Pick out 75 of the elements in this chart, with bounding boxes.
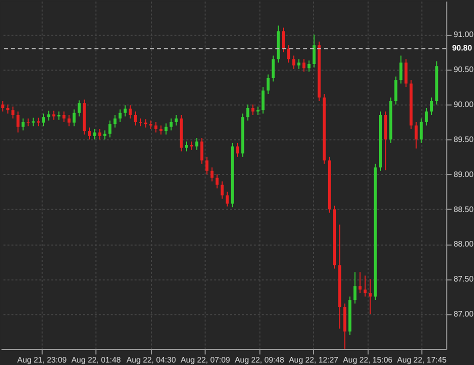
candlestick	[414, 121, 418, 150]
candlestick	[195, 138, 198, 150]
candlestick	[430, 97, 434, 116]
candlestick	[22, 118, 25, 131]
candlestick	[262, 86, 265, 114]
candlestick	[103, 130, 106, 140]
candlestick	[205, 156, 208, 175]
candlestick	[68, 114, 71, 127]
ref-line-label: 90.80	[452, 44, 473, 53]
candlestick	[11, 106, 14, 119]
candlestick	[88, 127, 91, 140]
x-tick-label: Aug 21, 23:09	[17, 355, 68, 364]
candlestick	[394, 76, 398, 106]
y-tick-label: 89.00	[454, 170, 474, 179]
candlestick	[134, 110, 137, 126]
candlestick	[302, 58, 306, 72]
y-tick-label: 89.50	[454, 134, 474, 144]
candlestick	[358, 272, 362, 294]
candlestick	[220, 180, 224, 200]
candlestick	[266, 74, 270, 95]
candlestick	[287, 44, 290, 64]
candlestick	[78, 100, 81, 117]
y-tick-label: 90.00	[454, 100, 474, 109]
x-tick-label: Aug 22, 15:06	[342, 355, 394, 364]
candlestick	[216, 174, 219, 189]
x-tick-label: Aug 22, 04:30	[126, 355, 177, 364]
candlestick	[47, 110, 50, 122]
candlestick	[272, 55, 275, 82]
candlestick	[308, 60, 311, 72]
candlestick	[424, 108, 428, 126]
candlestick	[420, 118, 423, 144]
candlestick	[251, 104, 254, 116]
candlestick	[174, 114, 178, 126]
candlestick	[399, 55, 402, 84]
y-tick-label: 90.50	[454, 65, 474, 74]
candlestick	[1, 100, 4, 112]
candlestick	[154, 121, 158, 133]
x-tick-label: Aug 22, 12:27	[288, 355, 339, 364]
candlestick	[292, 55, 296, 70]
candlestick	[297, 58, 300, 70]
x-tick-label: Aug 22, 09:48	[234, 355, 285, 364]
x-tick-label: Aug 22, 01:48	[71, 355, 122, 364]
candlestick	[312, 34, 316, 68]
candlestick	[210, 166, 214, 182]
candlestick	[164, 122, 168, 136]
candlestick	[62, 110, 66, 122]
candlestick	[42, 113, 46, 127]
candlestick	[16, 110, 20, 133]
candlestick	[72, 108, 76, 127]
candlestick	[98, 128, 102, 140]
x-tick-label: Aug 22, 17:45	[397, 355, 448, 364]
y-tick-label: 87.00	[454, 310, 474, 319]
candlestick	[226, 191, 229, 207]
candlestick	[118, 108, 122, 122]
candlestick	[170, 118, 173, 131]
candlestick	[108, 120, 112, 138]
candlestick	[184, 141, 188, 152]
candlestick	[282, 27, 285, 53]
candlestick	[128, 104, 132, 119]
y-tick-label: 88.50	[454, 204, 474, 214]
y-tick-label: 88.00	[454, 240, 474, 249]
candlestick	[6, 104, 10, 114]
x-tick-label: Aug 22, 07:09	[180, 355, 231, 364]
candlestick	[364, 275, 367, 298]
candlestick	[353, 272, 356, 304]
candlestick	[368, 278, 372, 315]
candlestick	[404, 58, 408, 88]
candlestick	[124, 104, 127, 117]
candlestick	[159, 124, 162, 136]
candlestick	[200, 138, 204, 164]
candlestick	[236, 142, 240, 158]
candlestick	[93, 128, 96, 140]
y-tick-label: 87.50	[454, 274, 474, 284]
y-tick-label: 91.00	[454, 30, 474, 40]
candlestick	[114, 114, 117, 128]
